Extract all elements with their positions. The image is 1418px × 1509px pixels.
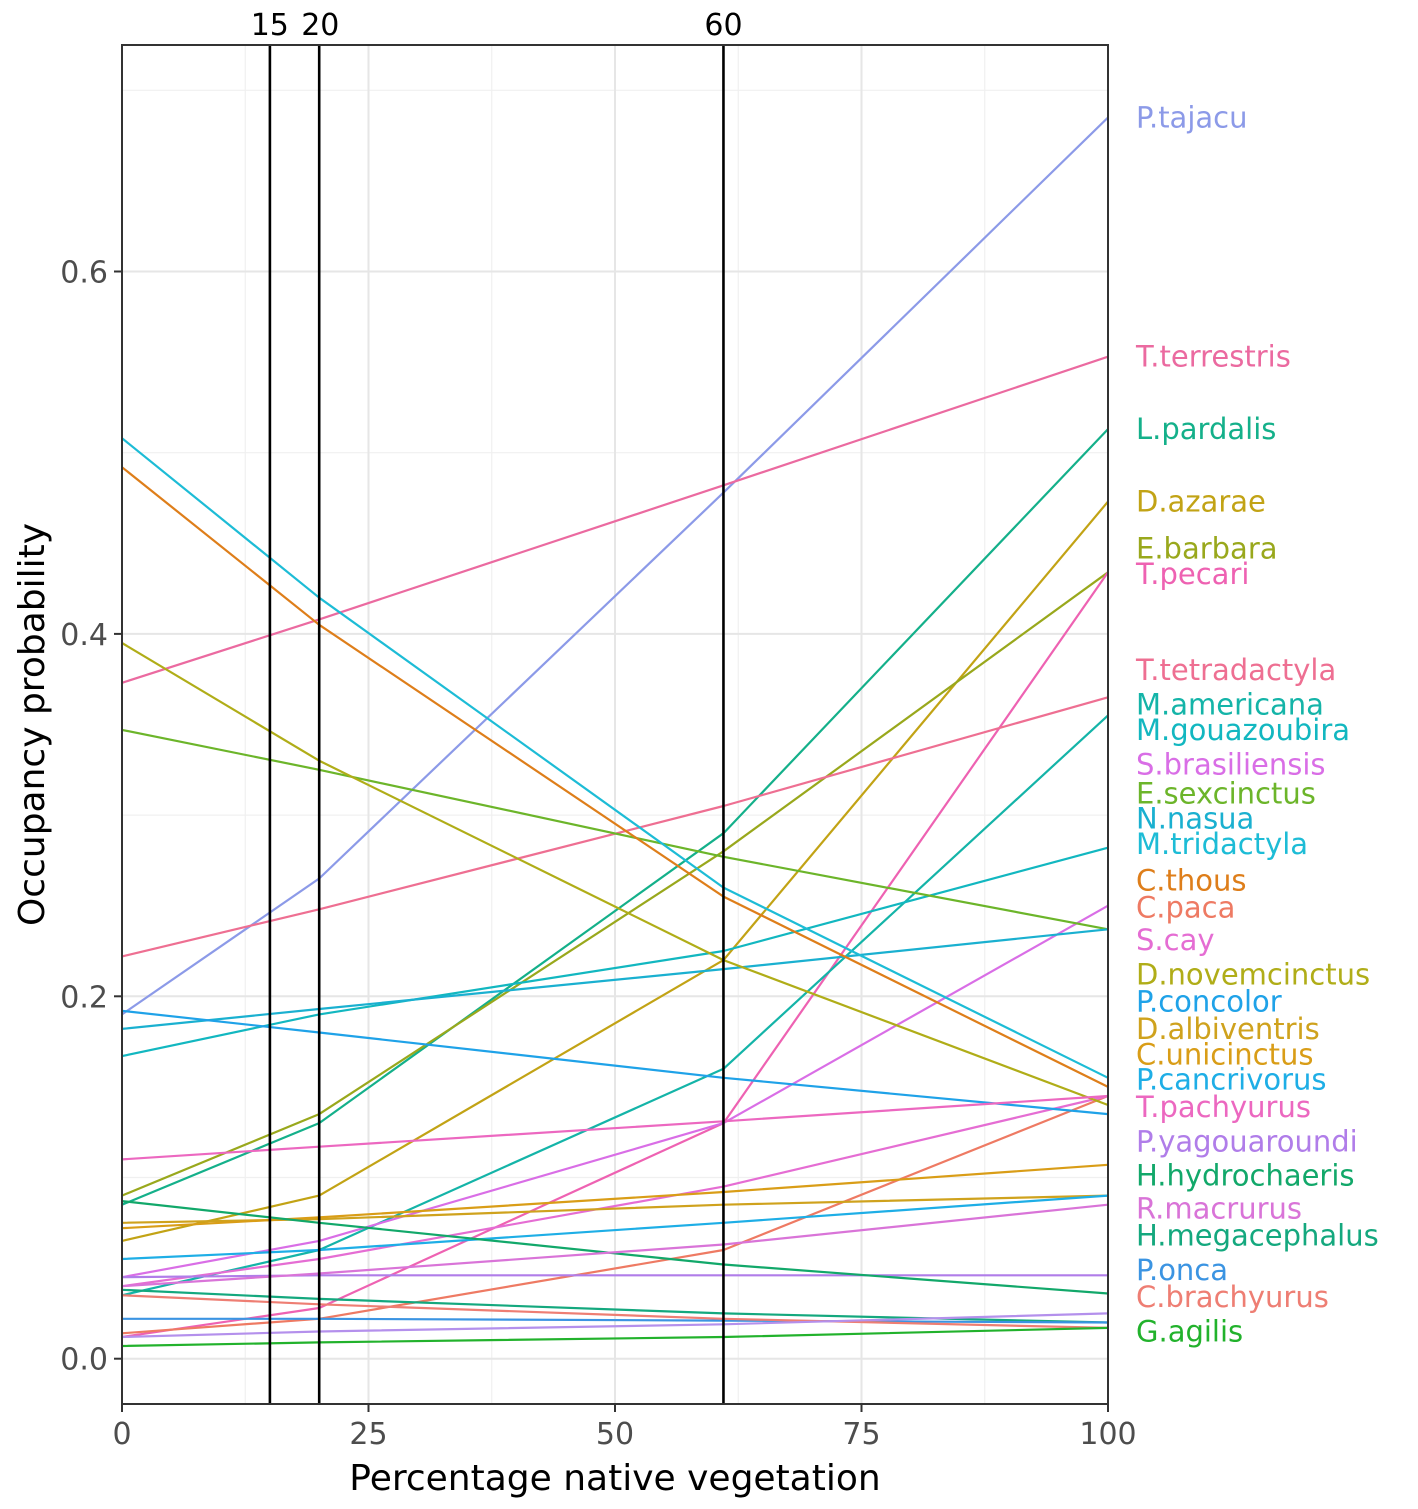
species-label-m-tridactyla: M.tridactyla [1136, 827, 1308, 861]
series-line-d-albiventris [121, 1194, 1109, 1224]
species-label-m-gouazoubira: M.gouazoubira [1136, 713, 1350, 747]
y-tick-label: 0.6 [60, 256, 108, 291]
species-label-d-albiventris: D.albiventris [1136, 1012, 1320, 1046]
species-label-c-thous: C.thous [1136, 863, 1246, 897]
species-label-s-brasiliensis: S.brasiliensis [1136, 747, 1326, 781]
species-label-h-hydrochaeris: H.hydrochaeris [1136, 1159, 1355, 1193]
species-label-p-onca: P.onca [1136, 1253, 1228, 1287]
series-line-d-azarae [121, 500, 1109, 1242]
species-label-l-pardalis: L.pardalis [1136, 412, 1276, 446]
reference-lines: 15 20 60 [251, 8, 743, 1404]
x-tick-label: 75 [842, 1417, 880, 1452]
series-line-c-brachyurus [121, 1294, 1109, 1329]
series-line-unlabeled-29 [121, 1312, 1109, 1339]
series-line-t-tetradactyla [121, 696, 1109, 958]
species-label-g-agilis: G.agilis [1136, 1315, 1243, 1349]
x-tick-label: 25 [349, 1417, 387, 1452]
species-label-d-novemcinctus: D.novemcinctus [1136, 958, 1370, 992]
series-line-s-cay [121, 1094, 1109, 1288]
y-tick-label: 0.0 [60, 1343, 108, 1378]
reference-label-20: 20 [301, 8, 339, 43]
series-line-h-hydrochaeris [121, 1200, 1109, 1295]
species-label-e-sexcinctus: E.sexcinctus [1136, 776, 1316, 810]
species-label-m-americana: M.americana [1136, 688, 1324, 722]
species-label-t-tetradactyla: T.tetradactyla [1135, 653, 1336, 687]
series-line-c-thous [121, 466, 1109, 1088]
species-label-c-brachyurus: C.brachyurus [1136, 1280, 1329, 1314]
series-line-p-tajacu [121, 116, 1109, 1016]
species-label-p-cancrivorus: P.cancrivorus [1136, 1063, 1327, 1097]
y-axis-title: Occupancy probability [12, 523, 53, 926]
species-labels: P.tajacu T.terrestris L.pardalis D.azarae E.… [1135, 100, 1379, 1348]
reference-label-15: 15 [251, 8, 289, 43]
series-line-m-gouazoubira [121, 846, 1109, 1058]
x-axis: 0 25 50 75 100 [112, 1404, 1137, 1452]
series-line-p-yagouaroundi [121, 1274, 1108, 1279]
series-line-p-cancrivorus [121, 1194, 1109, 1261]
series-line-c-unicinctus [121, 1163, 1109, 1230]
species-label-t-pecari: T.pecari [1135, 557, 1249, 591]
species-label-p-concolor: P.concolor [1136, 985, 1282, 1019]
series-line-e-sexcinctus [121, 728, 1109, 931]
species-label-t-pachyurus: T.pachyurus [1135, 1090, 1311, 1124]
species-label-d-azarae: D.azarae [1136, 485, 1266, 519]
species-label-p-tajacu: P.tajacu [1136, 100, 1247, 134]
species-label-r-macrurus: R.macrurus [1136, 1191, 1302, 1225]
y-tick-label: 0.4 [60, 618, 108, 653]
x-tick-label: 0 [112, 1417, 131, 1452]
series-line-p-onca [122, 1317, 1109, 1324]
species-label-s-cay: S.cay [1136, 923, 1215, 957]
species-label-c-paca: C.paca [1136, 891, 1235, 925]
series-line-d-novemcinctus [121, 642, 1109, 1107]
series-line-m-tridactyla [121, 437, 1109, 1079]
x-tick-label: 100 [1079, 1417, 1136, 1452]
series-line-t-pachyurus [121, 1094, 1109, 1161]
series-line-g-agilis [121, 1326, 1109, 1348]
series-line-n-nasua [121, 928, 1109, 1030]
x-tick-label: 50 [596, 1417, 634, 1452]
series-line-r-macrurus [121, 1203, 1109, 1288]
series-line-t-terrestris [121, 355, 1109, 684]
species-label-h-megacephalus: H.megacephalus [1136, 1218, 1379, 1252]
species-label-n-nasua: N.nasua [1136, 802, 1254, 836]
species-label-c-unicinctus: C.unicinctus [1136, 1037, 1313, 1071]
y-axis: 0.0 0.2 0.4 0.6 [60, 256, 122, 1378]
series-line-p-concolor [121, 1009, 1109, 1116]
series-line-c-paca [121, 1094, 1109, 1335]
y-tick-label: 0.2 [60, 980, 108, 1015]
series-line-t-pecari [121, 571, 1109, 1339]
series-line-s-brasiliensis [121, 904, 1109, 1279]
reference-label-60: 60 [704, 8, 742, 43]
series-line-l-pardalis [121, 428, 1109, 1206]
x-axis-title: Percentage native vegetation [349, 1458, 880, 1499]
series-lines [121, 116, 1109, 1348]
species-label-p-yagouaroundi: P.yagouaroundi [1136, 1124, 1358, 1158]
species-label-t-terrestris: T.terrestris [1135, 340, 1291, 374]
species-label-e-barbara: E.barbara [1136, 532, 1278, 566]
